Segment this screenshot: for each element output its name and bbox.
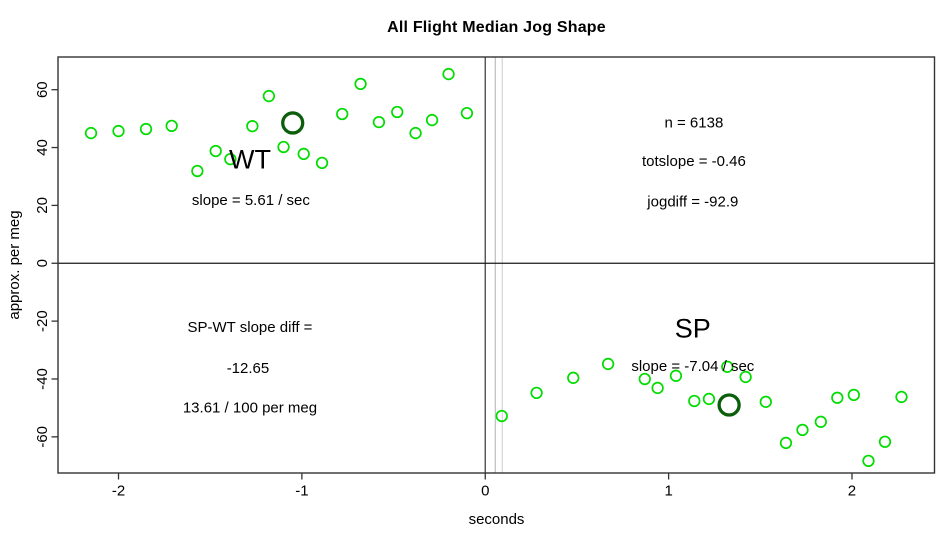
sp-data-point bbox=[831, 391, 844, 404]
annotation-jogdiff: jogdiff = -92.9 bbox=[646, 193, 738, 210]
wt-data-point bbox=[139, 122, 153, 136]
sp-data-point bbox=[651, 381, 664, 395]
sp-data-point bbox=[495, 409, 508, 423]
y-tick-label: 20 bbox=[34, 197, 51, 214]
x-tick-label: -2 bbox=[112, 483, 125, 500]
y-tick-label: 60 bbox=[34, 81, 51, 98]
sp-data-point bbox=[895, 390, 908, 404]
wt-data-point bbox=[391, 105, 404, 119]
annotation-sp-label: SP bbox=[675, 314, 711, 344]
wt-data-point bbox=[460, 106, 474, 120]
wt-data-point bbox=[336, 107, 349, 121]
y-tick-label: 40 bbox=[34, 139, 51, 156]
x-tick-label: 1 bbox=[664, 483, 672, 500]
x-tick-label: 0 bbox=[481, 483, 489, 500]
sp-data-point bbox=[669, 369, 683, 382]
sp-data-point bbox=[759, 395, 772, 408]
chart-title: All Flight Median Jog Shape bbox=[387, 19, 606, 36]
y-tick-label: 0 bbox=[34, 259, 51, 267]
sp-data-point bbox=[638, 372, 651, 386]
y-tick-label: -40 bbox=[34, 368, 51, 390]
annotation-wt-slope: slope = 5.61 / sec bbox=[192, 192, 310, 209]
sp-data-point bbox=[567, 371, 580, 384]
wt-data-point bbox=[277, 140, 290, 154]
sp-data-point bbox=[688, 394, 701, 408]
plot-border bbox=[57, 56, 936, 474]
sp-data-point bbox=[530, 386, 543, 400]
wt-data-point bbox=[297, 147, 310, 161]
x-tick-label: -1 bbox=[295, 483, 308, 500]
annotation-sp-wt-slope-diff: SP-WT slope diff = bbox=[188, 319, 313, 336]
annotation-n-count: n = 6138 bbox=[665, 114, 724, 131]
wt-data-point bbox=[84, 126, 98, 140]
sp-data-point bbox=[739, 370, 752, 384]
wt-data-point bbox=[372, 115, 386, 129]
wt-data-point bbox=[442, 67, 455, 81]
sp-data-point bbox=[702, 392, 716, 406]
wt-data-point bbox=[246, 119, 259, 133]
y-axis-title: approx. per meg bbox=[6, 210, 23, 320]
sp-data-point bbox=[862, 454, 875, 467]
annotation-sp-wt-slope-diff-value: -12.65 bbox=[227, 360, 270, 377]
wt-data-point bbox=[209, 144, 222, 158]
sp-data-point bbox=[796, 423, 809, 437]
wt-data-point bbox=[165, 119, 178, 133]
wt-data-point bbox=[354, 77, 367, 91]
wt-median-highlight-point bbox=[281, 111, 305, 135]
wt-data-point bbox=[224, 152, 237, 166]
wt-data-point bbox=[425, 113, 439, 127]
wt-data-point bbox=[409, 126, 422, 140]
annotation-sp-slope: slope = -7.04 / sec bbox=[631, 358, 754, 375]
sp-median-highlight-point bbox=[717, 393, 741, 417]
sp-data-point bbox=[779, 436, 793, 450]
y-tick-label: -60 bbox=[34, 426, 51, 448]
y-tick-label: -20 bbox=[34, 310, 51, 332]
wt-data-point bbox=[262, 89, 276, 103]
wt-data-point bbox=[112, 124, 125, 138]
wt-data-point bbox=[191, 164, 204, 178]
annotation-totslope: totslope = -0.46 bbox=[642, 153, 746, 170]
sp-data-point bbox=[814, 415, 827, 428]
sp-data-point bbox=[847, 388, 860, 402]
sp-data-point bbox=[721, 360, 734, 373]
x-tick-label: 2 bbox=[848, 483, 856, 500]
wt-data-point bbox=[315, 156, 329, 170]
sp-data-point bbox=[601, 357, 615, 371]
x-axis-title: seconds bbox=[468, 511, 525, 528]
annotation-per-meg-value: 13.61 / 100 per meg bbox=[183, 399, 317, 416]
annotation-wt-label: WT bbox=[229, 145, 271, 175]
sp-data-point bbox=[878, 435, 892, 448]
